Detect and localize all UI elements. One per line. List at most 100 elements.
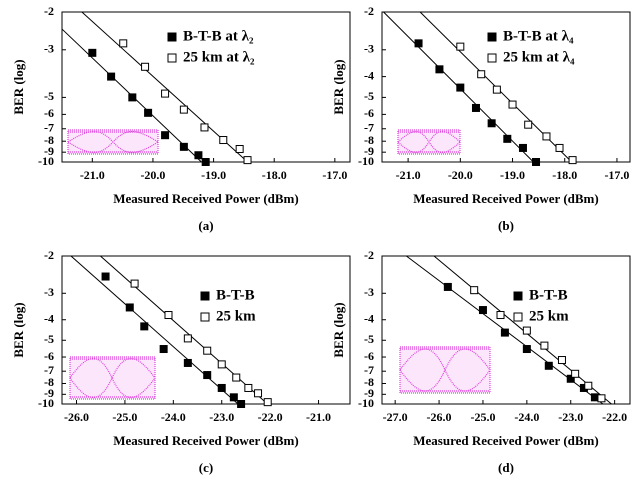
data-point [493,86,500,93]
data-point [471,287,478,294]
data-point [585,382,592,389]
legend-label: B-T-B [216,287,255,303]
data-point [556,144,563,151]
data-point [162,132,169,139]
data-point [142,63,149,70]
data-point [195,152,202,159]
legend-marker [488,33,496,41]
data-point [457,84,464,91]
data-point [145,109,152,116]
y-tick-label: -3 [364,285,374,299]
data-point [162,90,169,97]
y-tick-label: -10 [358,396,374,410]
y-axis-title: BER (log) [331,59,346,114]
data-point [184,359,191,366]
data-point [519,144,526,151]
caption: (c) [199,460,213,475]
data-point [457,43,464,50]
x-tick-label: -19.0 [500,168,525,182]
x-tick-label: -25.0 [470,410,495,424]
y-tick-label: -4 [364,68,374,82]
x-tick-label: -24.0 [514,410,539,424]
data-point [204,372,211,379]
y-tick-label: -10 [358,154,374,168]
y-tick-label: -5 [44,89,54,103]
data-point [525,121,532,128]
y-tick-label: -6 [44,349,54,363]
data-point [201,124,208,131]
data-point [160,346,167,353]
legend-marker [168,54,176,62]
data-point [120,40,127,47]
legend-marker [201,292,209,300]
data-point [220,137,227,144]
data-point [598,395,605,402]
y-tick-label: -5 [364,332,374,346]
data-point [218,361,225,368]
data-point [488,120,495,127]
legend-label: B-T-B [529,287,568,303]
data-point [572,370,579,377]
data-point [245,384,252,391]
data-point [444,283,451,290]
data-point [478,71,485,78]
x-tick-label: -21.0 [396,168,421,182]
data-point [523,346,530,353]
legend-label: 25 km at λ₄ [503,49,575,65]
y-axis-title: BER (log) [11,59,26,114]
x-tick-label: -23.0 [558,410,583,424]
data-point [126,304,133,311]
data-point [543,133,550,140]
data-point [523,327,530,334]
data-point [108,73,115,80]
legend-marker [514,313,522,321]
data-point [180,106,187,113]
data-point [230,394,237,401]
y-tick-label: -2 [44,248,54,262]
y-tick-label: -10 [38,154,54,168]
x-tick-label: -20.0 [140,168,165,182]
y-tick-label: -3 [364,42,374,56]
data-point [255,390,262,397]
x-tick-label: -18.0 [262,168,287,182]
y-tick-label: -4 [364,311,374,325]
data-point [479,307,486,314]
x-tick-label: -23.0 [209,410,234,424]
data-point [131,280,138,287]
legend-marker [201,313,209,321]
x-tick-label: -25.0 [112,410,137,424]
data-point [236,146,243,153]
legend-label: 25 km [216,308,256,324]
x-tick-label: -27.0 [383,410,408,424]
data-point [545,362,552,369]
data-point [218,384,225,391]
x-tick-label: -26.0 [64,410,89,424]
data-point [89,49,96,56]
caption: (a) [198,218,213,233]
y-tick-label: -6 [364,349,374,363]
legend-marker [168,33,176,41]
y-axis-title: BER (log) [331,302,346,357]
data-point [165,312,172,319]
legend-marker [514,292,522,300]
y-tick-label: -5 [364,89,374,103]
y-tick-label: -3 [44,285,54,299]
y-tick-label: -6 [44,106,54,120]
data-point [569,157,576,164]
data-point [509,101,516,108]
x-tick-label: -26.0 [427,410,452,424]
y-tick-label: -2 [364,4,374,18]
x-tick-label: -18.0 [552,168,577,182]
x-tick-label: -17.0 [322,168,347,182]
legend-label: B-T-B at λ₂ [183,28,254,44]
data-point [204,347,211,354]
y-tick-label: -4 [44,311,54,325]
x-tick-label: -21.0 [306,410,331,424]
x-tick-label: -17.0 [604,168,629,182]
data-point [202,159,209,166]
data-point [541,342,548,349]
y-tick-label: -3 [44,42,54,56]
x-tick-label: -20.0 [448,168,473,182]
x-tick-label: -19.0 [201,168,226,182]
x-tick-label: -22.0 [258,410,283,424]
